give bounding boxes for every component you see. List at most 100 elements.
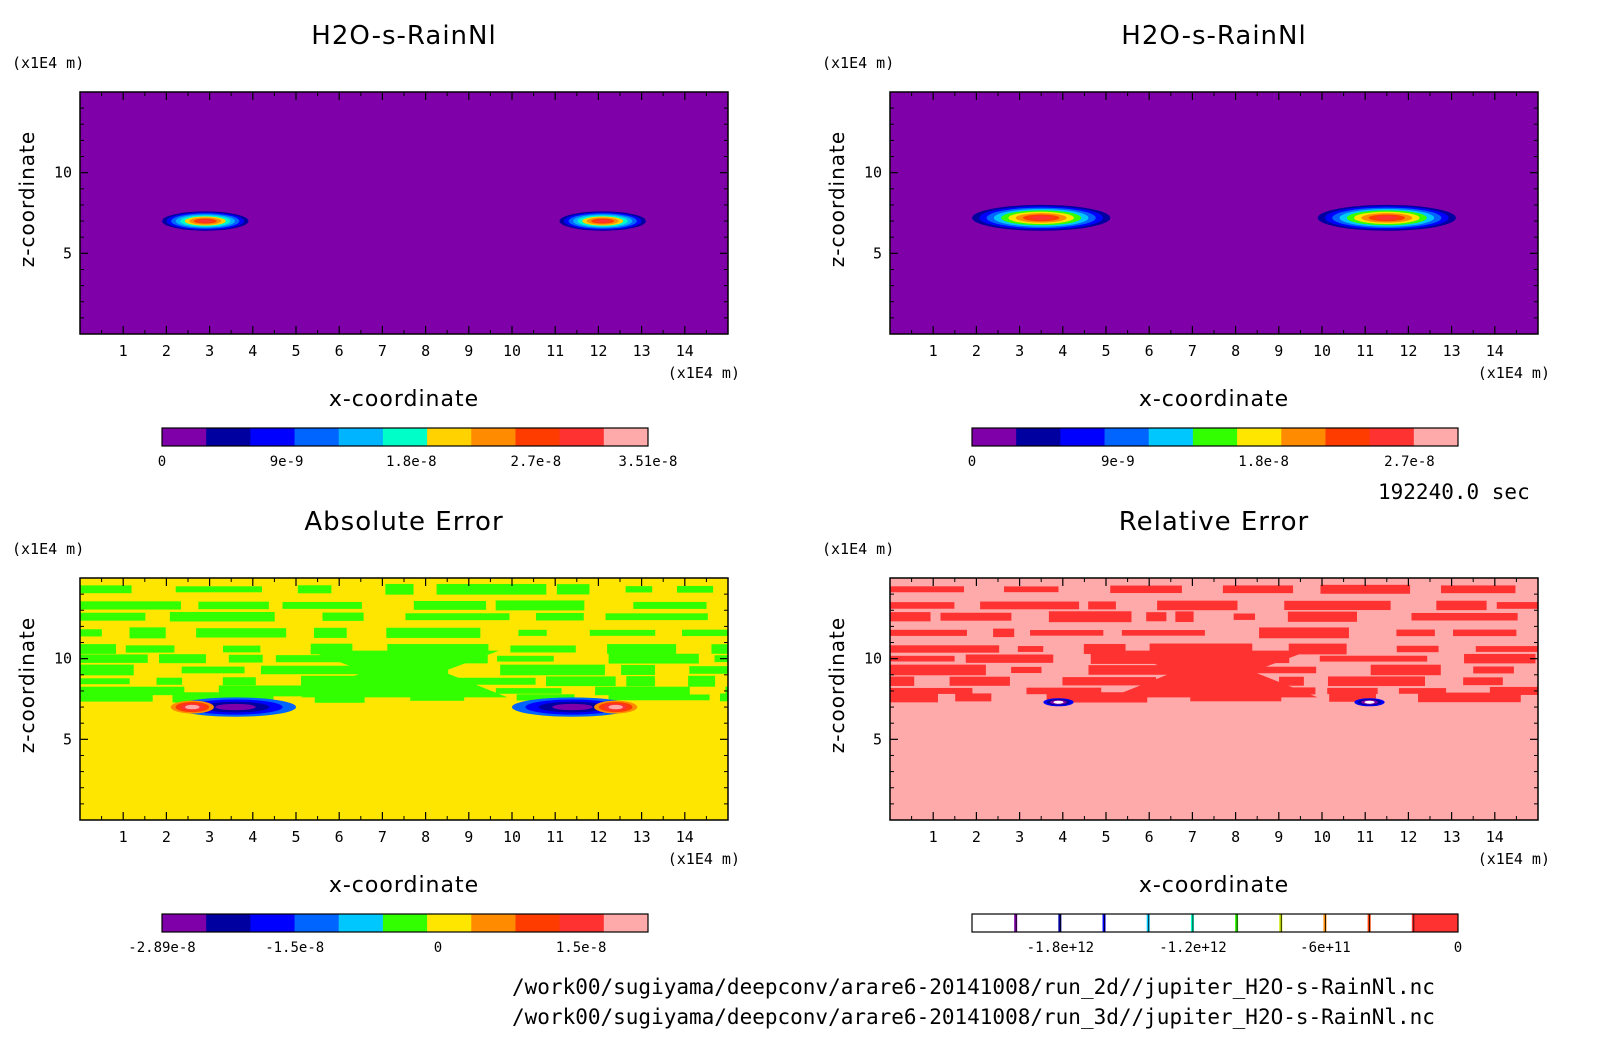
colorbar-swatch [515, 914, 561, 932]
colorbar: 0 9e-9 1.8e-8 2.7e-8 3.51e-8 [158, 427, 678, 470]
colorbar-swatch [471, 428, 516, 446]
error-band [1320, 584, 1411, 594]
error-band [425, 677, 536, 685]
error-band [297, 585, 332, 594]
error-band [608, 653, 699, 664]
error-band [1473, 666, 1514, 674]
x-tick-label: 13 [1443, 342, 1461, 360]
colorbar-tick-label: 0 [1454, 940, 1462, 956]
y-unit-label: (x1E4 m) [12, 540, 84, 558]
error-band [175, 586, 262, 593]
error-band [1396, 629, 1435, 637]
colorbar-swatch [1148, 428, 1194, 446]
x-tick-label: 8 [421, 342, 430, 360]
error-band [80, 644, 116, 654]
error-band [1329, 693, 1376, 702]
error-band [495, 600, 585, 611]
y-axis-label: z-coordinate [825, 617, 849, 753]
y-tick-label: 5 [873, 244, 882, 262]
colorbar-tick-label: 1.8e-8 [386, 454, 437, 470]
colorbar-swatch [1237, 428, 1282, 446]
error-band [545, 676, 616, 687]
error-band [1453, 629, 1517, 637]
error-band [980, 601, 1080, 610]
error-band [260, 665, 373, 675]
colorbar: 0 9e-9 1.8e-8 2.7e-8 [968, 427, 1459, 470]
error-band [169, 611, 275, 622]
colorbar-swatch [206, 428, 251, 446]
x-tick-label: 14 [676, 342, 694, 360]
x-tick-label: 10 [503, 342, 521, 360]
x-tick-label: 2 [972, 342, 981, 360]
y-unit-label: (x1E4 m) [12, 54, 84, 72]
contour-level [185, 704, 200, 710]
error-band [955, 693, 992, 702]
x-tick-label: 11 [1356, 342, 1374, 360]
colorbar-tick-label: 0 [158, 454, 166, 470]
error-band [607, 644, 677, 654]
x-tick-label: 9 [464, 342, 473, 360]
contour-level [1375, 215, 1398, 220]
x-tick-label: 4 [248, 828, 257, 846]
colorbar-tick-label: -6e+11 [1300, 940, 1351, 956]
y-tick-label: 10 [54, 164, 72, 182]
error-band [1418, 692, 1521, 703]
colorbar-swatch [603, 428, 649, 446]
x-tick-label: 4 [248, 342, 257, 360]
error-band [890, 655, 955, 662]
y-unit-label: (x1E4 m) [822, 54, 894, 72]
chart-title: Absolute Error [304, 507, 503, 537]
colorbar-tick-label: 3.51e-8 [618, 454, 677, 470]
error-band [1279, 676, 1304, 686]
error-band [80, 686, 185, 696]
error-band [1046, 692, 1148, 703]
x-tick-label: 5 [291, 342, 300, 360]
error-band [223, 645, 261, 653]
error-band [1088, 601, 1116, 610]
colorbar-tick-label: 2.7e-8 [1384, 454, 1435, 470]
time-label: 192240.0 sec [1378, 480, 1530, 504]
x-tick-label: 8 [1231, 828, 1240, 846]
x-axis-label: x-coordinate [1139, 873, 1289, 898]
error-band [621, 664, 655, 675]
colorbar-swatch [427, 428, 472, 446]
error-band [1327, 676, 1426, 687]
error-band [1475, 646, 1538, 652]
chart-panel-1: H2O-s-RainNl(x1E4 m)1 2 3 4 5 6 7 8 9 10 11 12 13 145… [12, 21, 740, 470]
colorbar-tick-label: 0 [968, 454, 976, 470]
colorbar-frame [161, 427, 649, 447]
x-tick-label: 5 [1101, 828, 1110, 846]
y-axis-label: z-coordinate [15, 617, 39, 753]
colorbar-swatch [1279, 914, 1283, 932]
chart-panel-2: H2O-s-RainNl(x1E4 m)1 2 3 4 5 6 7 8 9 10 11 12 13 145… [822, 21, 1550, 470]
x-tick-label: 12 [589, 342, 607, 360]
x-tick-label: 11 [1356, 828, 1374, 846]
error-band [1017, 646, 1044, 652]
x-tick-label: 2 [162, 342, 171, 360]
error-band [890, 676, 915, 686]
x-tick-label: 2 [972, 828, 981, 846]
colorbar-swatch [515, 428, 561, 446]
contour-level [1364, 700, 1375, 704]
x-tick-label: 13 [633, 342, 651, 360]
error-band [1396, 645, 1439, 653]
x-axis-label: x-coordinate [329, 387, 479, 412]
error-band [228, 654, 263, 663]
x-tick-label: 5 [1101, 342, 1110, 360]
error-band [1288, 643, 1347, 655]
x-unit-label: (x1E4 m) [1478, 850, 1550, 868]
colorbar-swatch [250, 914, 296, 932]
error-band [676, 585, 714, 593]
error-band [436, 583, 547, 595]
colorbar-bg [972, 914, 1458, 932]
x-tick-label: 5 [291, 828, 300, 846]
error-band [80, 654, 148, 663]
colorbar-swatch [1367, 914, 1371, 932]
error-band [1233, 613, 1256, 620]
colorbar-swatch [382, 914, 428, 932]
contour-level [1053, 700, 1064, 704]
error-band [1026, 687, 1102, 695]
error-band [890, 612, 931, 622]
error-band [405, 613, 510, 621]
error-band [890, 629, 967, 636]
